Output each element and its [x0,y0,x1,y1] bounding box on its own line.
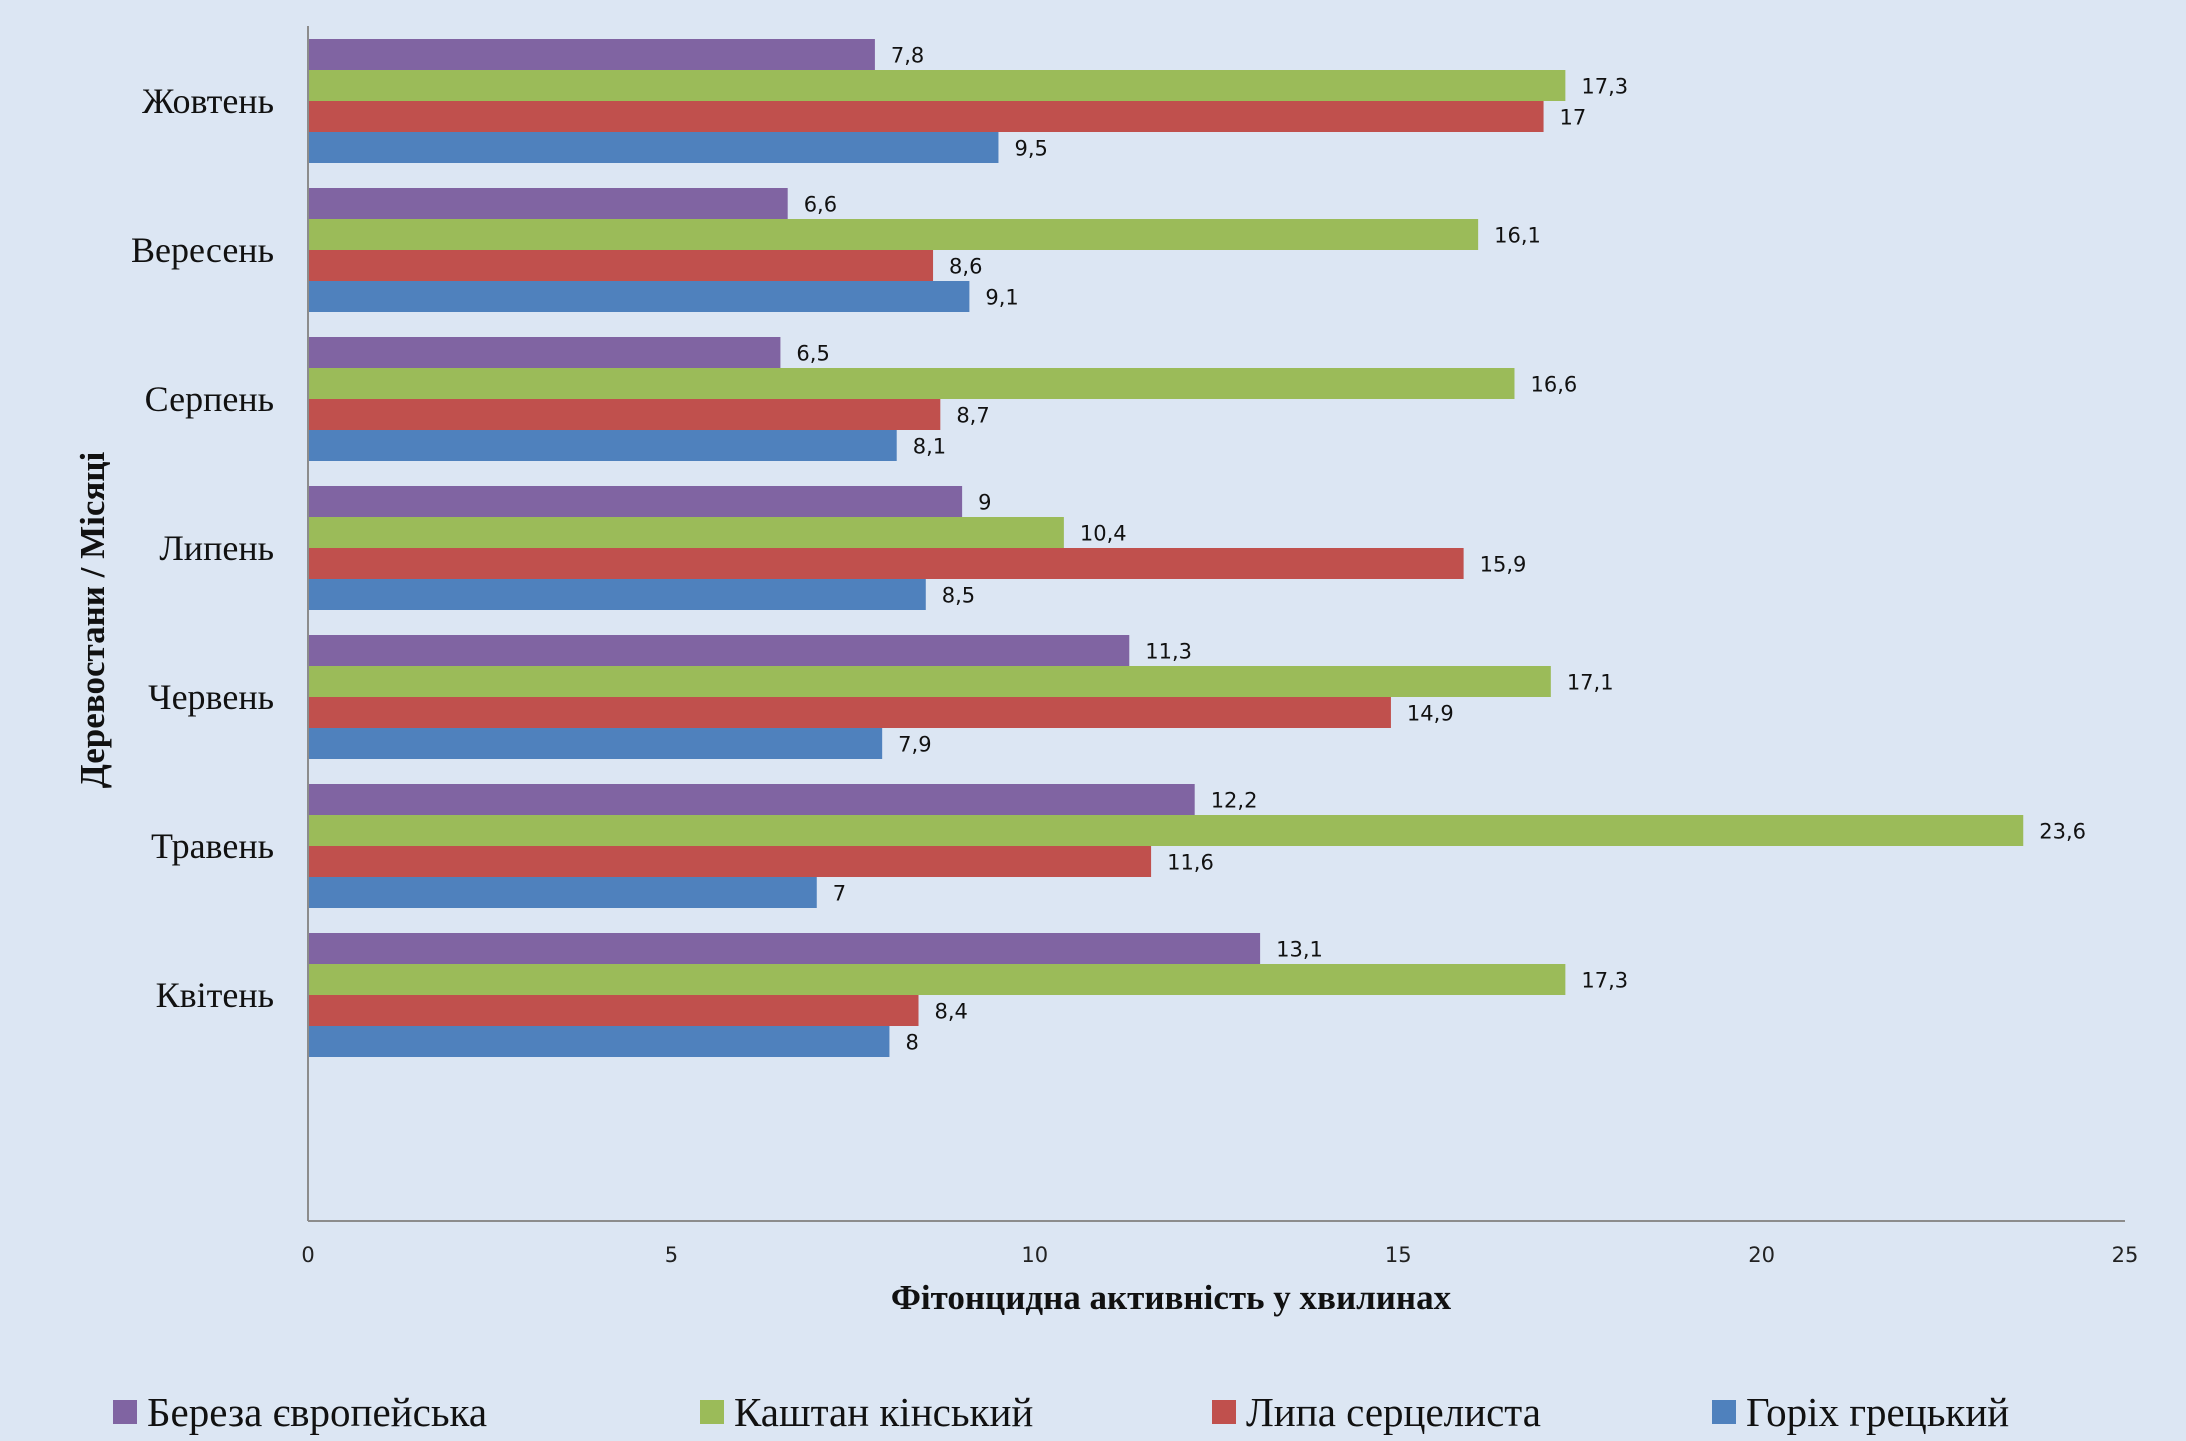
bar-4-3 [308,728,883,759]
legend-swatch-2 [700,1400,724,1424]
bar-2-5 [308,368,1515,399]
data-label-2-5: 16,6 [1530,373,1577,397]
bar-2-6 [308,219,1479,250]
bar-3-2 [308,846,1152,877]
legend-label-2: Каштан кінський [734,1389,1033,1435]
data-label-3-1: 8,4 [935,1000,968,1024]
category-label-5: Серпень [145,379,274,419]
data-label-4-5: 8,1 [913,435,946,459]
data-label-2-2: 23,6 [2039,820,2086,844]
data-label-1-1: 13,1 [1276,938,1323,962]
category-label-3: Червень [148,677,274,717]
legend-swatch-4 [1712,1400,1736,1424]
data-label-4-3: 7,9 [898,733,931,757]
bar-1-3 [308,635,1130,666]
bar-3-3 [308,697,1391,728]
x-tick-label-6: 25 [2112,1243,2139,1267]
data-labels-layer: 13,1 17,3 8,4 8 12,2 23,6 11,6 7 11,3 17,1 14,9 7,9… [796,44,2086,1055]
bar-2-3 [308,666,1551,697]
x-tick-label-3: 10 [1021,1243,1048,1267]
data-label-3-3: 14,9 [1407,702,1454,726]
bar-1-7 [308,39,875,70]
y-axis-title: Деревостани / Місяці [73,451,112,788]
data-label-1-7: 7,8 [891,44,924,68]
data-label-3-6: 8,6 [949,255,982,279]
category-label-7: Жовтень [142,81,274,121]
x-tick-labels: 0 5 10 15 20 25 [301,1243,2138,1267]
data-label-1-3: 11,3 [1145,640,1192,664]
legend-label-3: Липа серцелиста [1246,1389,1541,1435]
data-label-4-6: 9,1 [985,286,1018,310]
data-label-3-5: 8,7 [956,404,989,428]
legend-swatch-1 [113,1400,137,1424]
data-label-2-1: 17,3 [1581,969,1628,993]
data-label-4-2: 7 [833,882,846,906]
data-label-4-7: 9,5 [1014,137,1047,161]
bar-4-1 [308,1026,890,1057]
category-label-6: Вересень [131,230,274,270]
category-label-4: Липень [159,528,274,568]
bar-3-6 [308,250,934,281]
bar-1-1 [308,933,1261,964]
bar-3-5 [308,399,941,430]
data-label-3-7: 17 [1560,106,1587,130]
bar-4-5 [308,430,897,461]
bar-3-1 [308,995,919,1026]
data-label-2-6: 16,1 [1494,224,1541,248]
data-label-2-4: 10,4 [1080,522,1127,546]
data-label-4-4: 8,5 [942,584,975,608]
bar-1-6 [308,188,788,219]
bar-1-2 [308,784,1195,815]
data-label-2-7: 17,3 [1581,75,1628,99]
bar-2-7 [308,70,1566,101]
bar-4-7 [308,132,999,163]
bar-4-4 [308,579,926,610]
data-label-1-4: 9 [978,491,991,515]
bar-3-4 [308,548,1464,579]
x-tick-label-5: 20 [1748,1243,1775,1267]
x-axis-title: Фітонцидна активність у хвилинах [891,1278,1452,1317]
bar-4-6 [308,281,970,312]
data-label-1-2: 12,2 [1211,789,1258,813]
legend-label-1: Береза європейська [147,1389,487,1435]
data-label-4-1: 8 [905,1031,918,1055]
x-tick-label-1: 0 [301,1243,314,1267]
x-tick-label-2: 5 [665,1243,678,1267]
legend-swatch-3 [1212,1400,1236,1424]
bar-2-4 [308,517,1064,548]
data-label-1-5: 6,5 [796,342,829,366]
category-label-2: Травень [151,826,274,866]
category-labels: Квітень Травень Червень Липень Серпень Вересе… [131,81,274,1015]
x-tick-label-4: 15 [1385,1243,1412,1267]
bar-2-2 [308,815,2024,846]
legend: Береза європейська Каштан кінський Липа се… [113,1389,2009,1435]
bar-3-7 [308,101,1544,132]
bar-2-1 [308,964,1566,995]
bar-4-2 [308,877,817,908]
bar-1-5 [308,337,781,368]
bars-layer [308,39,2024,1057]
data-label-3-2: 11,6 [1167,851,1214,875]
legend-label-4: Горіх грецький [1746,1389,2009,1435]
data-label-1-6: 6,6 [804,193,837,217]
data-label-3-4: 15,9 [1480,553,1527,577]
bar-1-4 [308,486,963,517]
category-label-1: Квітень [156,975,274,1015]
data-label-2-3: 17,1 [1567,671,1614,695]
